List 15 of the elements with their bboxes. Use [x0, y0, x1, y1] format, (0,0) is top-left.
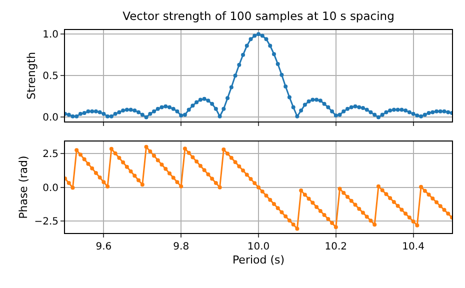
x-tick-label: 10.0	[247, 242, 270, 252]
x-tick-label: 10.2	[324, 242, 348, 252]
y-tick-label: 1.0	[42, 30, 58, 41]
x-tick-label: 9.8	[173, 242, 190, 252]
y-tick-label: 0.0	[42, 182, 58, 194]
y-axis-title: Strength	[25, 52, 38, 100]
x-axis-title: Period (s)	[232, 254, 285, 267]
y-axis-title: Phase (rad)	[16, 156, 30, 219]
chart-title: Vector strength of 100 samples at 10 s spacing	[122, 9, 394, 24]
y-tick-label: −2.5	[34, 216, 58, 228]
x-tick-label: 10.4	[402, 242, 424, 252]
y-tick-label: 0.5	[42, 71, 58, 82]
y-tick-label: 0.0	[42, 112, 58, 124]
x-tick-label: 9.6	[96, 242, 112, 252]
y-tick-label: 2.5	[42, 149, 58, 160]
